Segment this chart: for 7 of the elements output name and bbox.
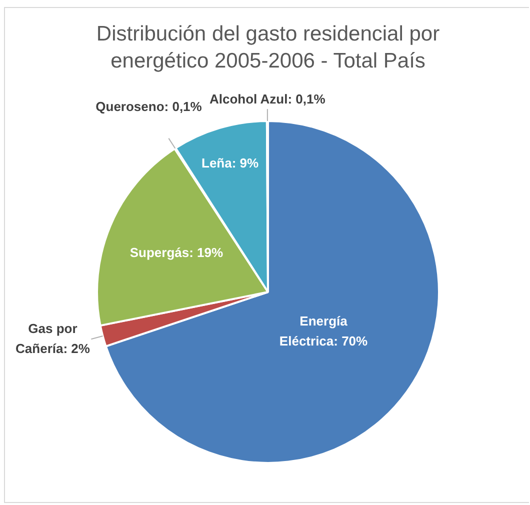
slice-label: Gas por Cañería: 2% [16, 320, 90, 356]
slice-label: Supergás: 19% [130, 245, 224, 260]
slice-label: Alcohol Azul: 0,1% [209, 91, 326, 106]
slice-label: Queroseno: 0,1% [96, 99, 202, 114]
slice-label: Energía Eléctrica: 70% [279, 314, 368, 349]
slice-label: Leña: 9% [202, 156, 260, 171]
chart-title: Distribución del gasto residencial por energético 2005-2006 - Total País [96, 22, 440, 72]
